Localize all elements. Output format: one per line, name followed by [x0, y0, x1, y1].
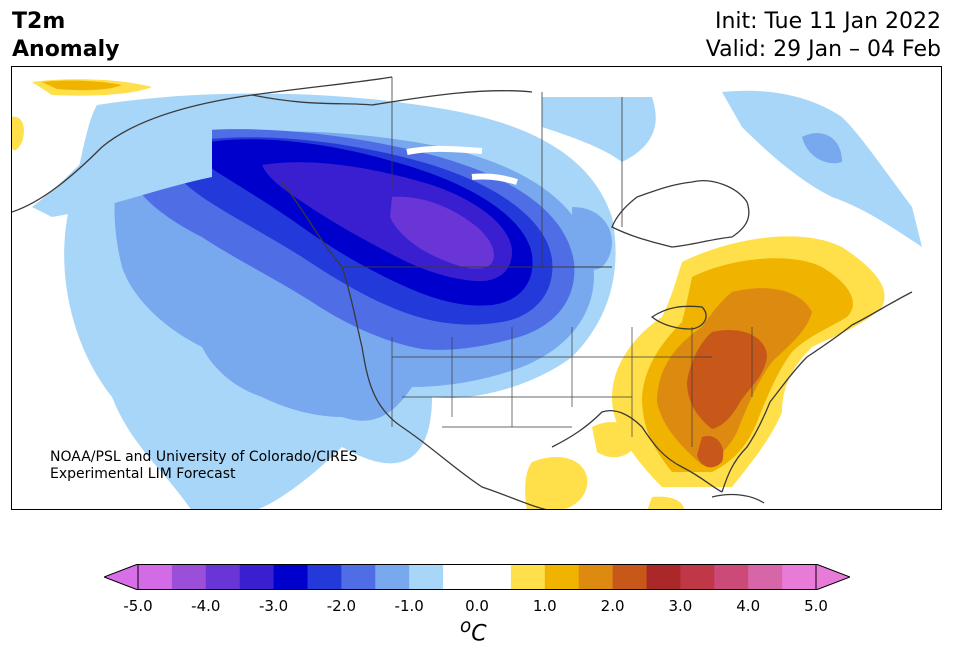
- anomaly-map: NOAA/PSL and University of Colorado/CIRE…: [11, 66, 942, 510]
- shade-east-lobe: [572, 207, 612, 270]
- lake-highlight-2: [471, 173, 518, 185]
- colorbar-tick-label: 5.0: [804, 597, 828, 615]
- colorbar-swatch: [477, 564, 512, 590]
- west-coast: [281, 181, 547, 509]
- colorbar-swatch: [273, 564, 309, 590]
- colorbar-tick-label: 2.0: [600, 597, 625, 615]
- colorbar-svg: [102, 563, 852, 591]
- shade-caribbean-warm: [647, 496, 684, 509]
- title-line-2: Anomaly: [12, 37, 120, 62]
- shade-arctic-warm-core: [42, 80, 122, 91]
- colorbar-unit: oC: [460, 616, 487, 646]
- province-borders: [391, 77, 623, 267]
- great-lakes: [650, 305, 707, 330]
- colorbar-swatch: [714, 564, 749, 590]
- colorbar-swatch: [171, 564, 207, 590]
- colorbar-tick-label: 3.0: [668, 597, 693, 615]
- colorbar-under-arrow: [102, 563, 139, 591]
- arctic-coast: [251, 90, 533, 106]
- cuba: [711, 493, 765, 504]
- state-borders-horizontal: [392, 356, 712, 428]
- colorbar-swatch: [578, 564, 614, 590]
- credit-line-2: Experimental LIM Forecast: [50, 466, 236, 482]
- hudson-bay: [611, 180, 750, 248]
- coastlines: [12, 76, 913, 509]
- colorbar-tick-label: -5.0: [123, 597, 153, 615]
- colorbar-swatch: [646, 564, 681, 590]
- init-date: Init: Tue 11 Jan 2022: [714, 9, 941, 34]
- colorbar-swatch: [138, 564, 173, 590]
- colorbar-tick-label: -2.0: [326, 597, 357, 615]
- colorbar-swatch: [544, 564, 580, 590]
- map-title: T2m Anomaly: [12, 8, 119, 64]
- colorbar-tick-label: 4.0: [736, 597, 761, 615]
- colorbar-swatch: [307, 564, 342, 590]
- colorbar-tick-label: -1.0: [394, 597, 424, 615]
- north-coast: [12, 76, 393, 213]
- colorbar: [102, 563, 852, 594]
- colorbar-unit-letter: C: [471, 621, 487, 647]
- credit-line-1: NOAA/PSL and University of Colorado/CIRE…: [50, 449, 358, 465]
- colorbar-swatch: [680, 564, 715, 590]
- shade-baffin: [802, 133, 842, 164]
- colorbar-tick-label: 0.0: [465, 597, 489, 615]
- shade-plus-2-5: [687, 329, 767, 429]
- colorbar-outline: [137, 564, 817, 590]
- shade-arctic-islands: [542, 97, 656, 162]
- colorbar-over-arrow: [815, 563, 852, 591]
- colorbar-tick-label: -4.0: [191, 597, 221, 615]
- colorbar-swatch: [239, 564, 275, 590]
- shade-alaska: [32, 109, 212, 217]
- shade-siberia-warm: [12, 116, 24, 151]
- warm-anomaly-region: [12, 79, 885, 509]
- shade-minus-4: [390, 196, 494, 269]
- valid-range: Valid: 29 Jan – 04 Feb: [705, 37, 941, 62]
- shade-texas-warm: [592, 422, 637, 458]
- cold-anomaly-region: [32, 90, 922, 509]
- east-coast: [721, 291, 913, 493]
- colorbar-unit-degree: o: [460, 616, 472, 637]
- colorbar-swatch: [443, 564, 478, 590]
- colorbar-swatch: [341, 564, 376, 590]
- forecast-dates: Init: Tue 11 Jan 2022 Valid: 29 Jan – 04…: [706, 8, 941, 64]
- title-line-1: T2m: [12, 9, 66, 34]
- state-borders: [391, 327, 753, 447]
- gulf-coast: [551, 410, 723, 493]
- colorbar-tick-label: 1.0: [532, 597, 557, 615]
- colorbar-tick-label: -3.0: [258, 597, 289, 615]
- shade-mexico-warm: [525, 457, 588, 509]
- colorbar-swatch: [782, 564, 817, 590]
- map-canvas: [12, 76, 922, 509]
- colorbar-swatch: [409, 564, 444, 590]
- colorbar-swatch: [205, 564, 241, 590]
- lake-highlight-1: [406, 145, 483, 155]
- shade-greenland-west: [722, 90, 922, 247]
- credit-text: NOAA/PSL and University of Colorado/CIRE…: [50, 449, 358, 483]
- colorbar-swatch: [375, 564, 410, 590]
- colorbar-swatch: [612, 564, 648, 590]
- colorbar-swatch: [510, 564, 546, 590]
- colorbar-ticks: -5.0 -4.0 -3.0 -2.0 -1.0 0.0 1.0 2.0 3.0 4.0 5.0: [0, 597, 953, 617]
- shade-florida: [697, 436, 724, 468]
- colorbar-swatch: [748, 564, 783, 590]
